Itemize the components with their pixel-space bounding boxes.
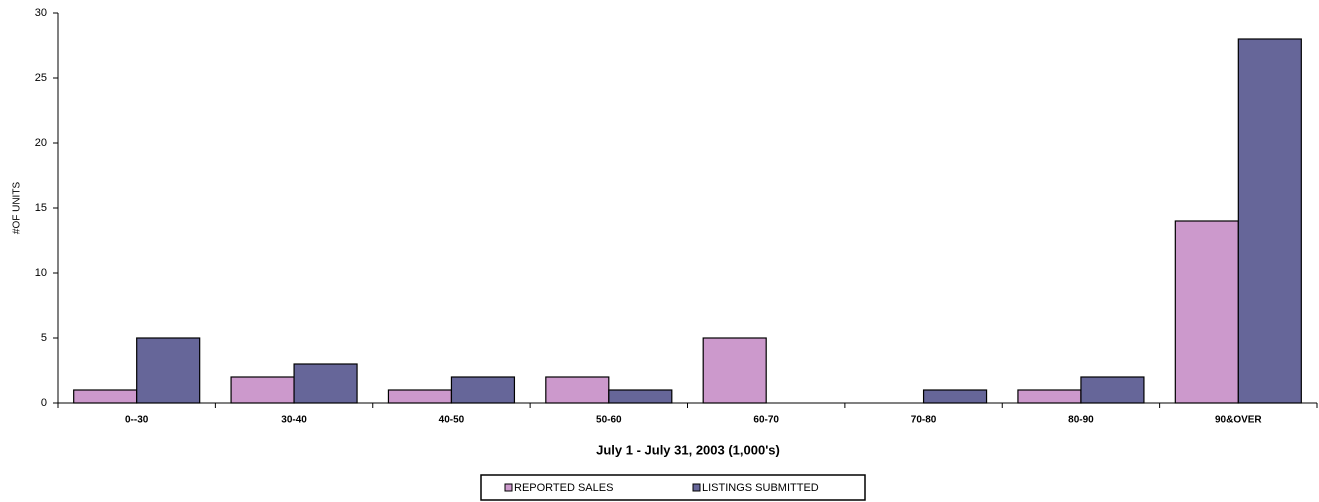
legend-box [480, 474, 866, 501]
bar [387, 389, 453, 404]
bar [136, 337, 201, 404]
bar [1237, 38, 1302, 404]
x-tick-label: 40-50 [439, 415, 465, 426]
x-tick-label: 90&OVER [1215, 415, 1262, 426]
x-axis-title: July 1 - July 31, 2003 (1,000's) [596, 442, 780, 457]
bar [608, 389, 673, 404]
x-tick-label: 50-60 [596, 415, 622, 426]
y-tick-label: 10 [35, 267, 47, 279]
x-tick-label: 70-80 [911, 415, 937, 426]
y-axis-title: #OF UNITS [12, 182, 23, 235]
bar [1080, 376, 1145, 404]
y-tick-label: 0 [41, 397, 47, 409]
bar [702, 337, 767, 404]
bar [450, 376, 516, 404]
legend-label: LISTINGS SUBMITTED [702, 482, 819, 494]
bar [1017, 389, 1082, 404]
bar [293, 363, 358, 404]
bar [230, 376, 295, 404]
legend-label: REPORTED SALES [514, 482, 613, 494]
x-tick-label: 80-90 [1068, 415, 1094, 426]
bar [73, 389, 138, 404]
y-tick-label: 20 [35, 137, 47, 149]
y-tick-label: 5 [41, 332, 47, 344]
legend-swatch [504, 483, 513, 492]
x-tick-label: 60-70 [753, 415, 779, 426]
x-tick-label: 30-40 [281, 415, 307, 426]
legend-swatch [692, 483, 701, 492]
y-tick-label: 25 [35, 72, 47, 84]
y-tick-label: 30 [35, 7, 47, 19]
bar [545, 376, 610, 404]
y-tick-label: 15 [35, 202, 47, 214]
bar [922, 389, 988, 404]
x-tick-label: 0--30 [125, 415, 149, 426]
bar [1174, 220, 1239, 404]
